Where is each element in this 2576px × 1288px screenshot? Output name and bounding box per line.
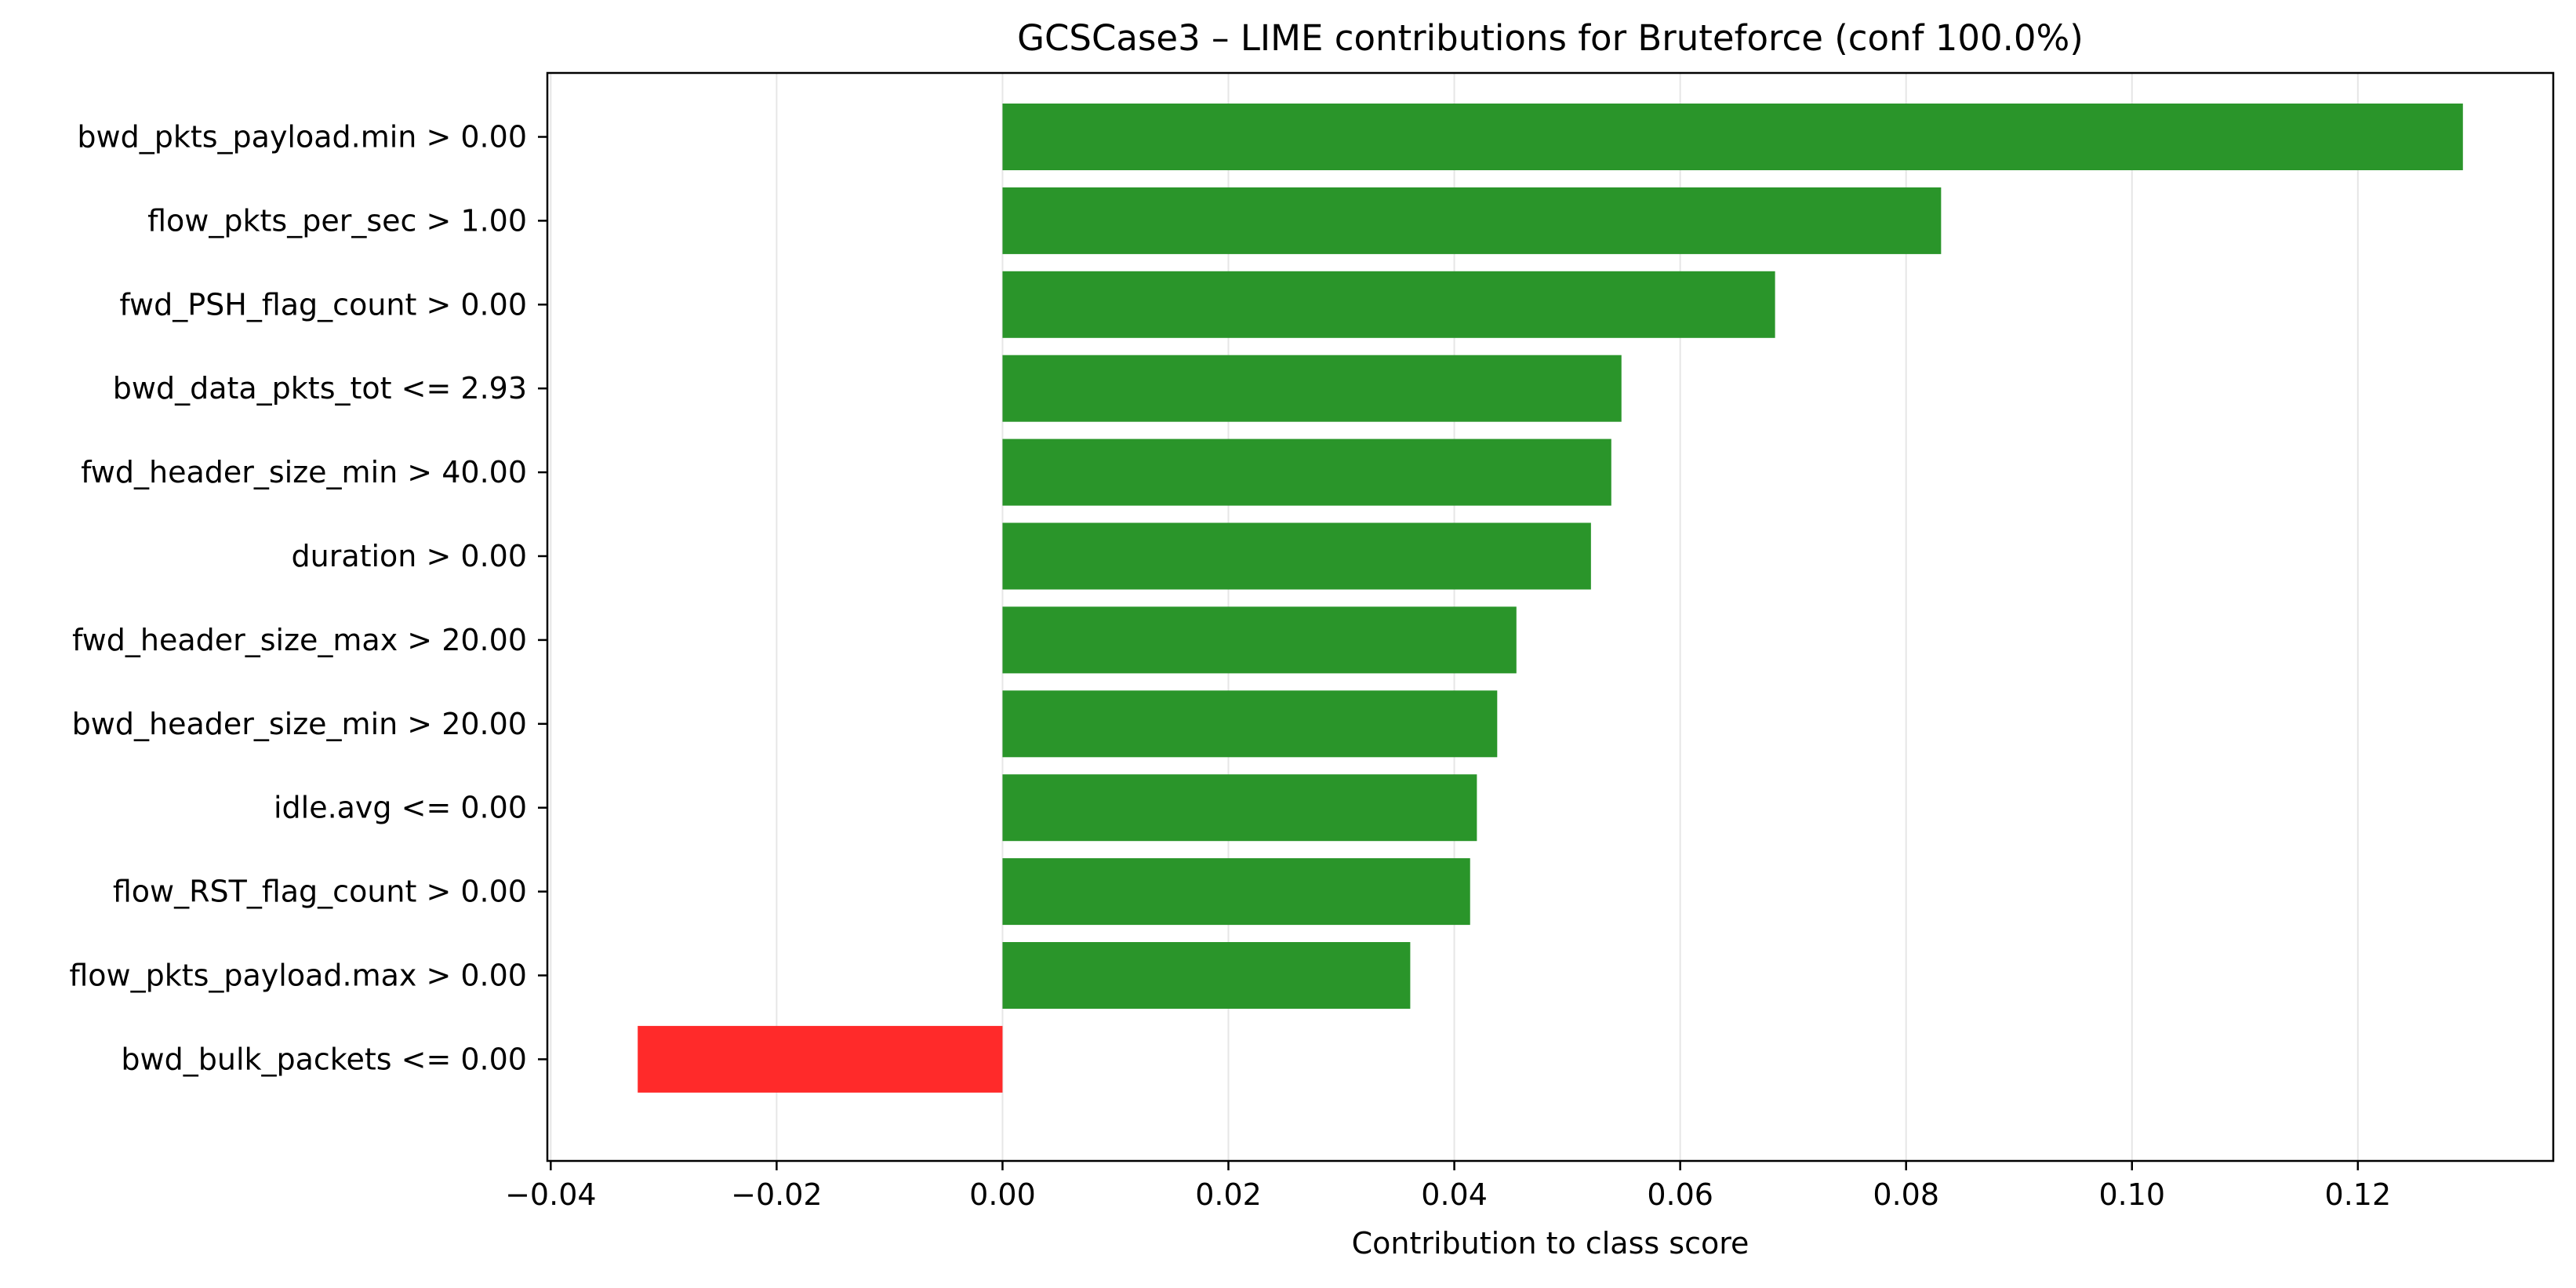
x-tick-label: 0.06 (1647, 1177, 1713, 1212)
category-label: bwd_pkts_payload.min > 0.00 (77, 120, 527, 155)
bar (1002, 522, 1591, 590)
bar (1002, 104, 2463, 170)
bar (1002, 438, 1611, 506)
category-label: fwd_header_size_max > 20.00 (72, 623, 527, 657)
category-label: fwd_header_size_min > 40.00 (81, 455, 527, 489)
bars (638, 104, 2463, 1093)
bar (1002, 271, 1775, 338)
x-tick-label: 0.10 (2098, 1177, 2165, 1212)
x-tick-label: 0.04 (1421, 1177, 1488, 1212)
x-tick-label: 0.12 (2325, 1177, 2392, 1212)
x-axis-title: Contribution to class score (1352, 1226, 1749, 1261)
bar (1002, 187, 1942, 254)
category-label: bwd_data_pkts_tot <= 2.93 (113, 371, 527, 406)
bar (1002, 355, 1622, 422)
plot-frame (546, 71, 2555, 1162)
category-label: bwd_bulk_packets <= 0.00 (121, 1042, 527, 1076)
bar (638, 1025, 1003, 1093)
chart-title: GCSCase3 – LIME contributions for Brutef… (1017, 17, 2084, 59)
x-tick-label: 0.08 (1873, 1177, 1939, 1212)
x-axis: −0.04 −0.02 0.00 0.02 0.04 0.06 0.08 0.10 0.12 (505, 1161, 2391, 1212)
bar (1002, 942, 1411, 1009)
y-axis: bwd_pkts_payload.min > 0.00 flow_pkts_per… (69, 120, 547, 1076)
category-label: idle.avg <= 0.00 (274, 791, 527, 825)
category-label: flow_pkts_payload.max > 0.00 (69, 959, 527, 993)
bar (1002, 606, 1517, 674)
category-label: flow_RST_flag_count > 0.00 (113, 875, 527, 909)
category-label: duration > 0.00 (291, 539, 527, 573)
category-label: flow_pkts_per_sec > 1.00 (147, 203, 527, 238)
bar (1002, 690, 1498, 758)
x-tick-label: −0.04 (505, 1177, 596, 1212)
category-label: bwd_header_size_min > 20.00 (72, 707, 527, 741)
category-label: fwd_PSH_flag_count > 0.00 (119, 287, 527, 322)
x-tick-label: 0.00 (969, 1177, 1036, 1212)
bar (1002, 774, 1477, 842)
x-tick-label: −0.02 (731, 1177, 822, 1212)
x-tick-label: 0.02 (1195, 1177, 1262, 1212)
bar (1002, 858, 1470, 926)
